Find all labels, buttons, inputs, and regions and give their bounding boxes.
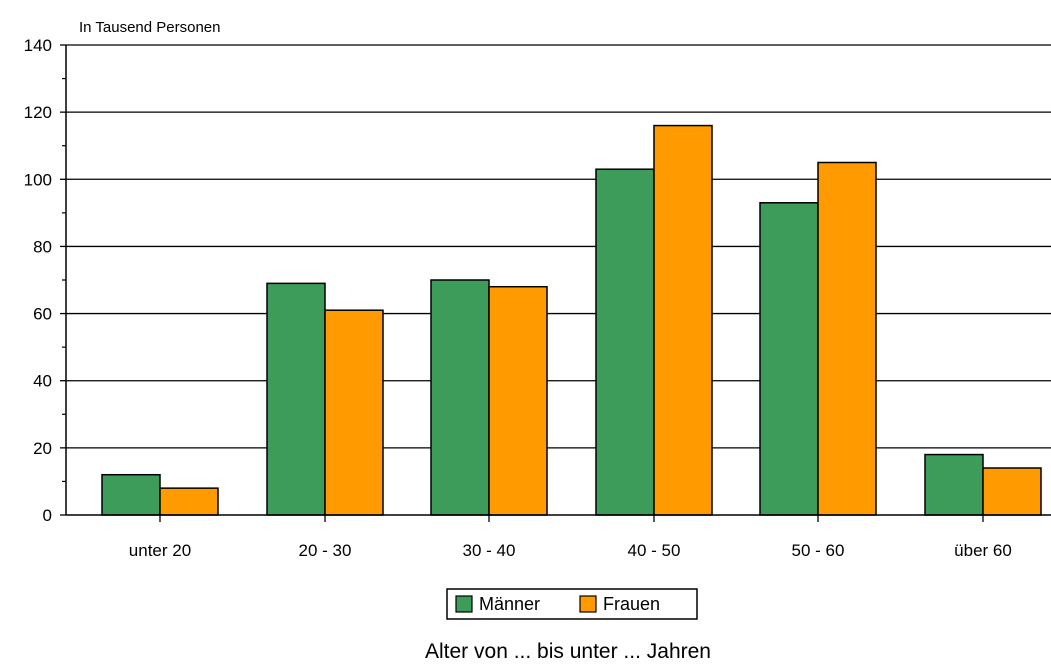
- bars: [101, 124, 1042, 516]
- y-tick-label: 60: [33, 305, 52, 324]
- y-tick-labels: 0 20 40 60 80 100 120 140: [24, 36, 52, 525]
- bar-frauen: [982, 467, 1042, 516]
- y-tick-label: 140: [24, 36, 52, 55]
- legend-label-frauen: Frauen: [603, 594, 660, 614]
- x-tick-label: 40 - 50: [628, 541, 681, 560]
- bar-frauen: [159, 487, 219, 516]
- legend: Männer Frauen: [446, 588, 698, 620]
- axes: [60, 44, 1051, 522]
- legend-frame: [446, 588, 698, 620]
- x-tick-label: 50 - 60: [792, 541, 845, 560]
- x-tick-label: 30 - 40: [463, 541, 516, 560]
- bar-maenner: [430, 279, 490, 516]
- y-unit-label: In Tausend Personen: [79, 19, 221, 36]
- bar-maenner: [266, 282, 326, 516]
- bar-frauen: [817, 161, 877, 516]
- y-tick-label: 0: [43, 506, 52, 525]
- x-tick-label: 20 - 30: [299, 541, 352, 560]
- y-tick-label: 100: [24, 170, 52, 189]
- bar-maenner: [759, 202, 819, 516]
- y-tick-label: 120: [24, 103, 52, 122]
- x-tick-labels: unter 20 20 - 30 30 - 40 40 - 50 50 - 60 über…: [129, 541, 1012, 560]
- x-tick-label: über 60: [954, 541, 1012, 560]
- bar-maenner: [101, 473, 161, 516]
- legend-swatch-frauen: [579, 595, 597, 613]
- bar-maenner: [924, 453, 984, 516]
- y-tick-label: 40: [33, 372, 52, 391]
- x-axis-title: Alter von ... bis unter ... Jahren: [425, 640, 711, 663]
- y-tick-label: 20: [33, 439, 52, 458]
- bar-frauen: [324, 309, 384, 516]
- legend-label-maenner: Männer: [479, 594, 540, 614]
- bar-frauen: [653, 124, 713, 516]
- y-tick-label: 80: [33, 237, 52, 256]
- legend-swatch-maenner: [455, 595, 473, 613]
- x-tick-label: unter 20: [129, 541, 191, 560]
- gridlines: [66, 44, 1051, 449]
- bar-frauen: [488, 285, 548, 516]
- bar-maenner: [595, 168, 655, 516]
